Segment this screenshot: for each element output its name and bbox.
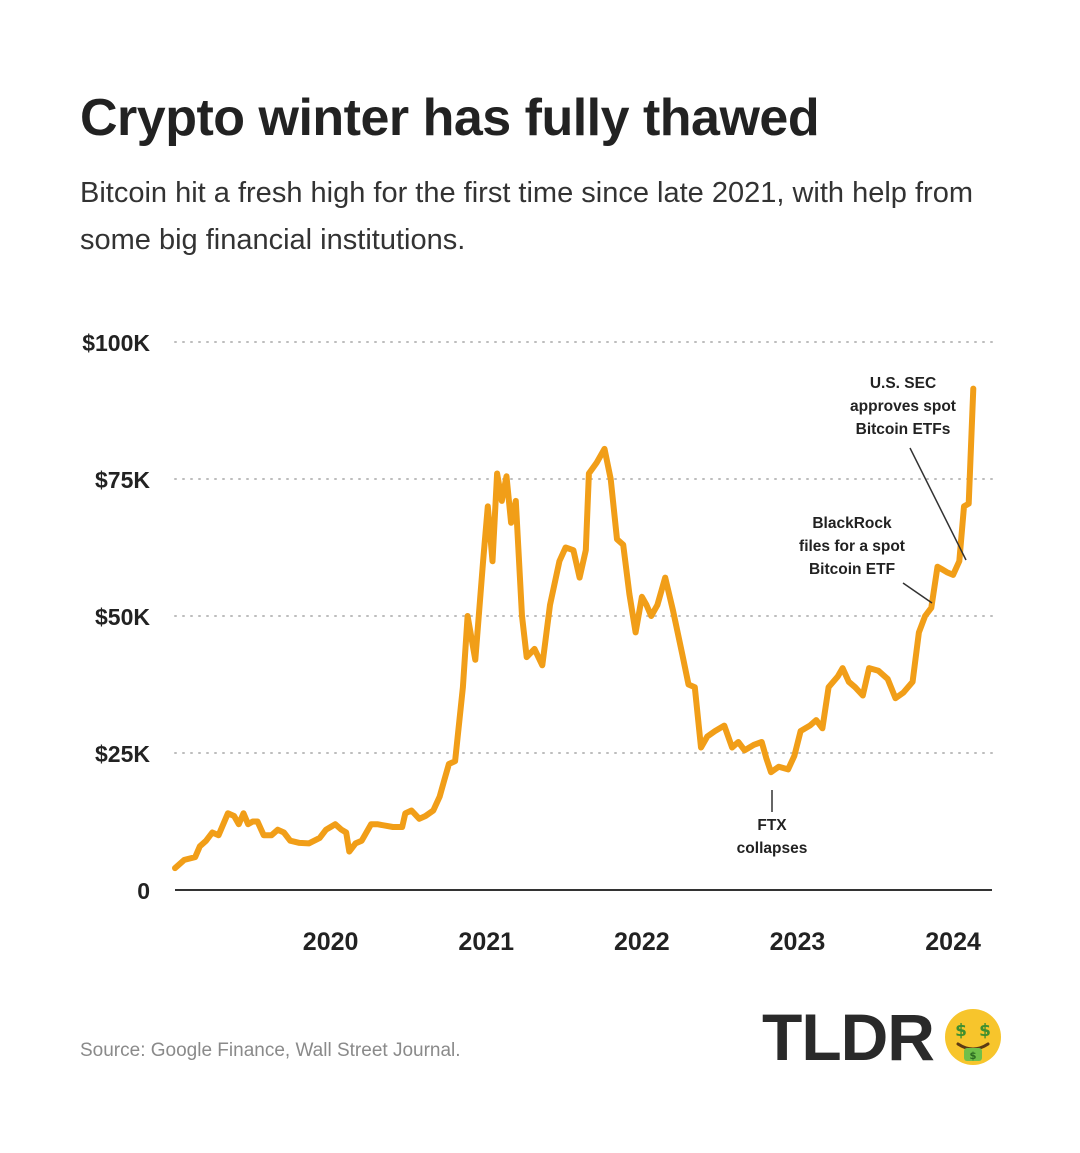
price-line (172, 385, 977, 872)
annotation-label: Bitcoin ETFs (856, 421, 951, 438)
x-tick-label: 2020 (303, 928, 359, 956)
x-tick-label: 2022 (614, 928, 670, 956)
annotation-leader (909, 447, 967, 561)
annotation-label: U.S. SEC (870, 375, 936, 392)
axis-ticks: 0 $25K $50K $75K $100K 2020 2021 2022 2023 2024 (82, 330, 981, 956)
chart-subtitle: Bitcoin hit a fresh high for the first t… (80, 177, 973, 256)
y-tick-label: $50K (95, 604, 150, 630)
annotations: FTX collapses BlackRock files for a spot Bit… (737, 375, 967, 857)
svg-text:$: $ (979, 1021, 991, 1041)
y-tick-label: $75K (95, 467, 150, 493)
x-tick-label: 2021 (458, 928, 514, 956)
x-tick-label: 2024 (925, 928, 981, 956)
tldr-logo: TLDR $ $ $ (762, 1004, 1002, 1070)
bitcoin-price-chart: 0 $25K $50K $75K $100K 2020 2021 2022 2023 2024 F… (82, 330, 993, 956)
svg-text:$: $ (955, 1021, 967, 1041)
series-line (172, 385, 977, 872)
y-tick-label: 0 (137, 878, 150, 904)
x-tick-label: 2023 (770, 928, 826, 956)
annotation-label: FTX (757, 817, 787, 834)
y-tick-label: $100K (82, 330, 150, 356)
annotation-label: Bitcoin ETF (809, 561, 895, 578)
svg-text:$: $ (970, 1051, 977, 1062)
annotation-label: files for a spot (799, 538, 905, 555)
annotation-label: collapses (737, 840, 808, 857)
chart-title: Crypto winter has fully thawed (80, 89, 820, 147)
annotation-label: BlackRock (812, 515, 892, 532)
annotation-leader (902, 582, 933, 604)
y-tick-label: $25K (95, 741, 150, 767)
money-mouth-face-icon: $ $ $ (945, 1009, 1001, 1065)
source-note: Source: Google Finance, Wall Street Jour… (80, 1040, 461, 1061)
logo-wordmark: TLDR (762, 1000, 935, 1074)
annotation-label: approves spot (850, 398, 956, 415)
gridlines (174, 341, 993, 891)
